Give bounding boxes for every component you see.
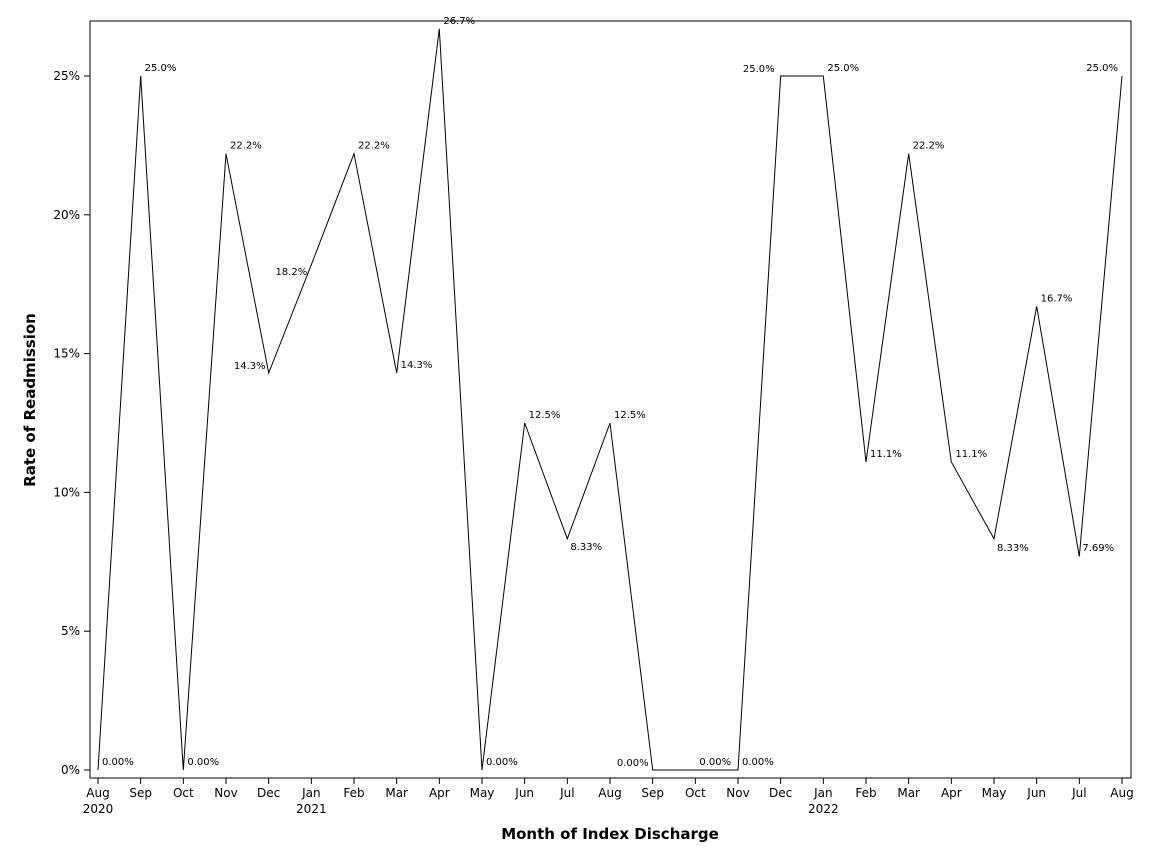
data-label: 25.0% bbox=[1086, 63, 1118, 74]
y-axis: 0% 5% 10% 15% 20% 25% bbox=[53, 69, 90, 777]
data-label: 12.5% bbox=[529, 410, 561, 421]
data-label: 14.3% bbox=[401, 360, 433, 371]
x-year-label: 2020 bbox=[83, 802, 114, 816]
x-tick-label: May bbox=[982, 786, 1007, 800]
series-line bbox=[97, 28, 1123, 771]
x-tick-label: Nov bbox=[726, 786, 749, 800]
y-tick-label: 0% bbox=[61, 763, 80, 777]
y-tick-label: 25% bbox=[53, 69, 80, 83]
x-tick-label: Jun bbox=[1026, 786, 1046, 800]
y-axis-title: Rate of Readmission bbox=[21, 313, 39, 487]
data-label: 0.00% bbox=[187, 757, 219, 768]
x-tick-label: Oct bbox=[173, 786, 194, 800]
data-label: 18.2% bbox=[275, 267, 307, 278]
data-label: 14.3% bbox=[234, 361, 266, 372]
data-label: 25.0% bbox=[145, 63, 177, 74]
x-tick-label: Jan bbox=[301, 786, 321, 800]
y-tick-label: 15% bbox=[53, 347, 80, 361]
x-tick-label: Dec bbox=[257, 786, 280, 800]
data-label: 7.69% bbox=[1082, 543, 1114, 554]
x-tick-label: Nov bbox=[214, 786, 237, 800]
x-year-label: 2021 bbox=[296, 802, 327, 816]
data-label: 26.7% bbox=[443, 16, 475, 27]
series-line-group bbox=[97, 28, 1123, 771]
data-label: 22.2% bbox=[913, 141, 945, 152]
x-tick-label: May bbox=[470, 786, 495, 800]
data-label: 22.2% bbox=[358, 141, 390, 152]
x-tick-label: Jul bbox=[559, 786, 574, 800]
x-tick-label: Apr bbox=[941, 786, 962, 800]
data-label: 25.0% bbox=[827, 63, 859, 74]
data-label: 0.00% bbox=[102, 757, 134, 768]
data-label: 0.00% bbox=[617, 758, 649, 769]
data-label: 16.7% bbox=[1041, 293, 1073, 304]
x-tick-label: Sep bbox=[129, 786, 152, 800]
data-label: 8.33% bbox=[997, 543, 1029, 554]
plot-area-frame bbox=[89, 20, 1132, 779]
x-tick-label: Jul bbox=[1071, 786, 1086, 800]
x-tick-label: Mar bbox=[897, 786, 920, 800]
data-label: 11.1% bbox=[955, 449, 987, 460]
x-tick-label: Sep bbox=[641, 786, 664, 800]
x-tick-label: Feb bbox=[855, 786, 876, 800]
x-tick-label: Aug bbox=[598, 786, 621, 800]
x-tick-label: Jun bbox=[514, 786, 534, 800]
data-label: 12.5% bbox=[614, 410, 646, 421]
x-tick-label: Mar bbox=[385, 786, 408, 800]
x-axis: Aug Sep Oct Nov Dec Jan Feb Mar Apr May Jun Jul Aug S… bbox=[83, 778, 1134, 816]
y-tick-label: 20% bbox=[53, 208, 80, 222]
y-tick-label: 10% bbox=[53, 485, 80, 499]
data-label: 22.2% bbox=[230, 141, 262, 152]
x-year-label: 2022 bbox=[808, 802, 839, 816]
data-label: 0.00% bbox=[486, 757, 518, 768]
data-label: 11.1% bbox=[870, 449, 902, 460]
x-tick-label: Dec bbox=[769, 786, 792, 800]
data-label: 8.33% bbox=[570, 542, 602, 553]
x-tick-label: Apr bbox=[429, 786, 450, 800]
y-tick-label: 5% bbox=[61, 624, 80, 638]
data-label: 0.00% bbox=[699, 757, 731, 768]
data-label: 25.0% bbox=[743, 64, 775, 75]
x-tick-label: Aug bbox=[1110, 786, 1133, 800]
data-labels-group: 0.00% 25.0% 0.00% 22.2% 14.3% 18.2% 22.2% 14.3%… bbox=[102, 16, 1118, 769]
x-tick-label: Jan bbox=[813, 786, 833, 800]
x-tick-label: Feb bbox=[343, 786, 364, 800]
data-label: 0.00% bbox=[742, 757, 774, 768]
x-tick-label: Oct bbox=[685, 786, 706, 800]
x-tick-label: Aug bbox=[86, 786, 109, 800]
x-axis-title: Month of Index Discharge bbox=[501, 825, 719, 843]
